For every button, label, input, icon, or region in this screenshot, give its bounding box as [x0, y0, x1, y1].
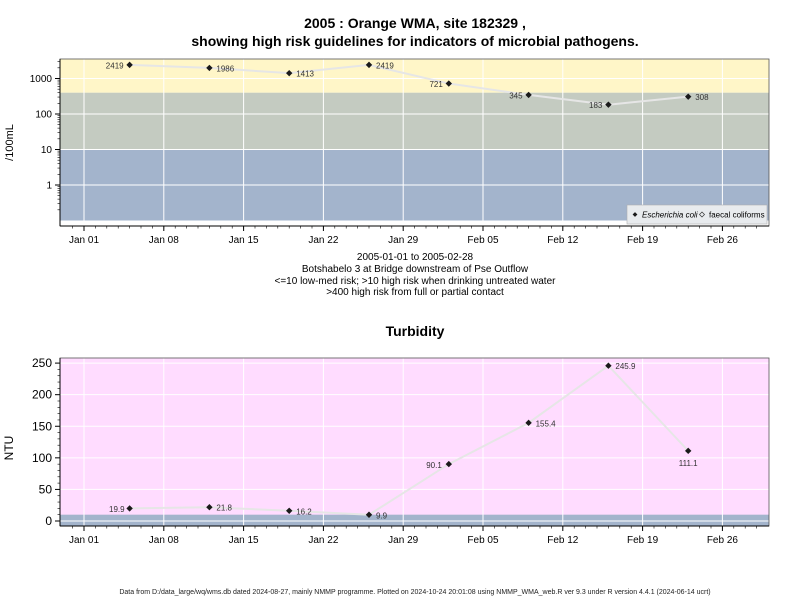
ecoli-data-label: 308 — [695, 93, 709, 102]
x-tick-label: Jan 22 — [308, 535, 338, 546]
y-axis-label: /100mL — [4, 124, 16, 161]
ecoli-data-label: 183 — [589, 101, 603, 110]
x-tick-label: Jan 22 — [308, 235, 338, 246]
legend-key-ecoli — [632, 212, 638, 217]
turbidity-data-label: 19.9 — [109, 505, 125, 514]
turbidity-low-band — [60, 514, 769, 526]
ecoli-data-point — [525, 91, 532, 99]
ecoli-data-label: 2419 — [376, 61, 394, 70]
x-tick-label: Jan 29 — [388, 235, 418, 246]
y-tick-label: 200 — [32, 388, 52, 402]
subtitle-date-range: 2005-01-01 to 2005-02-28 — [356, 252, 474, 263]
ecoli-data-point — [685, 93, 692, 100]
x-tick-label: Feb 26 — [707, 235, 739, 246]
x-tick-label: Jan 01 — [69, 535, 99, 546]
x-tick-label: Feb 19 — [627, 535, 659, 546]
ecoli-series-line — [129, 63, 689, 106]
x-tick-label: Feb 12 — [547, 235, 579, 246]
turbidity-data-point — [525, 419, 532, 427]
turbidity-data-label: 21.8 — [216, 504, 232, 513]
footer-note: Data from D:/data_large/wq/wms.db dated … — [119, 589, 711, 596]
turbidity-title: Turbidity — [385, 323, 445, 339]
y-axis-label: NTU — [2, 436, 16, 461]
turbidity-data-point — [286, 507, 293, 514]
turbidity-series-line — [129, 364, 689, 516]
turbidity-background — [60, 358, 769, 526]
ecoli-data-label: 2419 — [106, 61, 124, 70]
y-tick-label: 1000 — [30, 74, 53, 85]
y-tick-label: 100 — [35, 110, 52, 121]
y-tick-label: 10 — [41, 145, 53, 156]
turbidity-data-label: 111.1 — [679, 459, 698, 468]
y-tick-label: 1 — [46, 181, 52, 192]
turbidity-panel: 0 50 100 150 200 250 NTU Jan 01 Jan 08 Jan 15 Jan … — [2, 356, 770, 546]
ecoli-data-point — [286, 69, 293, 77]
y-tick-label: 0 — [45, 514, 52, 528]
ecoli-data-label: 345 — [509, 91, 523, 100]
x-tick-label: Feb 05 — [467, 535, 499, 546]
x-tick-label: Jan 01 — [69, 235, 99, 246]
x-tick-label: Jan 08 — [149, 235, 179, 246]
ecoli-data-label: 1986 — [216, 64, 234, 73]
ecoli-data-point — [605, 101, 612, 108]
turbidity-data-point — [365, 511, 373, 518]
turbidity-data-point — [685, 447, 692, 455]
chart-title-line-1: 2005 : Orange WMA, site 182329 , — [304, 15, 526, 31]
x-tick-label: Feb 19 — [627, 235, 659, 246]
turbidity-data-label: 16.2 — [296, 507, 312, 516]
turbidity-data-point — [445, 460, 452, 468]
x-tick-label: Feb 26 — [707, 535, 739, 546]
turbidity-data-point — [206, 504, 213, 511]
x-tick-label: Jan 15 — [229, 535, 259, 546]
ecoli-data-label: 721 — [429, 80, 443, 89]
turbidity-data-label: 90.1 — [426, 461, 442, 470]
x-tick-label: Jan 15 — [229, 235, 259, 246]
y-tick-label: 150 — [32, 419, 52, 433]
band-high-risk-drinking — [60, 92, 769, 150]
ecoli-data-point — [365, 61, 373, 69]
ecoli-data-label: 1413 — [296, 70, 314, 79]
ecoli-data-point — [126, 61, 133, 69]
turbidity-data-label: 155.4 — [536, 419, 557, 428]
y-tick-label: 100 — [32, 451, 52, 465]
x-tick-label: Feb 05 — [467, 235, 499, 246]
turbidity-data-point — [126, 505, 133, 512]
subtitle-guideline-drinking: <=10 low-med risk; >10 high risk when dr… — [274, 276, 556, 287]
legend-label-ecoli: Escherichia coli — [642, 211, 698, 220]
turbidity-data-label: 245.9 — [615, 362, 636, 371]
ecoli-panel: 1 10 100 1000/100mL Jan 01 Jan 08 Jan 15 Jan 22… — [4, 58, 770, 246]
ecoli-data-point — [206, 64, 213, 72]
x-tick-label: Jan 08 — [149, 535, 179, 546]
chart-title-line-2: showing high risk guidelines for indicat… — [191, 33, 639, 49]
turbidity-data-label: 9.9 — [376, 512, 388, 521]
x-tick-label: Jan 29 — [388, 535, 418, 546]
turbidity-data-point — [605, 362, 612, 369]
y-tick-label: 50 — [39, 482, 53, 496]
legend-label-faecal: faecal coliforms — [709, 211, 765, 220]
subtitle-guideline-contact: >400 high risk from full or partial cont… — [326, 287, 504, 298]
legend-box — [626, 204, 768, 225]
y-tick-label: 250 — [32, 356, 52, 370]
x-tick-label: Feb 12 — [547, 535, 579, 546]
legend-key-faecal — [699, 211, 705, 218]
ecoli-data-point — [445, 80, 452, 87]
subtitle-site: Botshabelo 3 at Bridge downstream of Pse… — [301, 264, 529, 275]
